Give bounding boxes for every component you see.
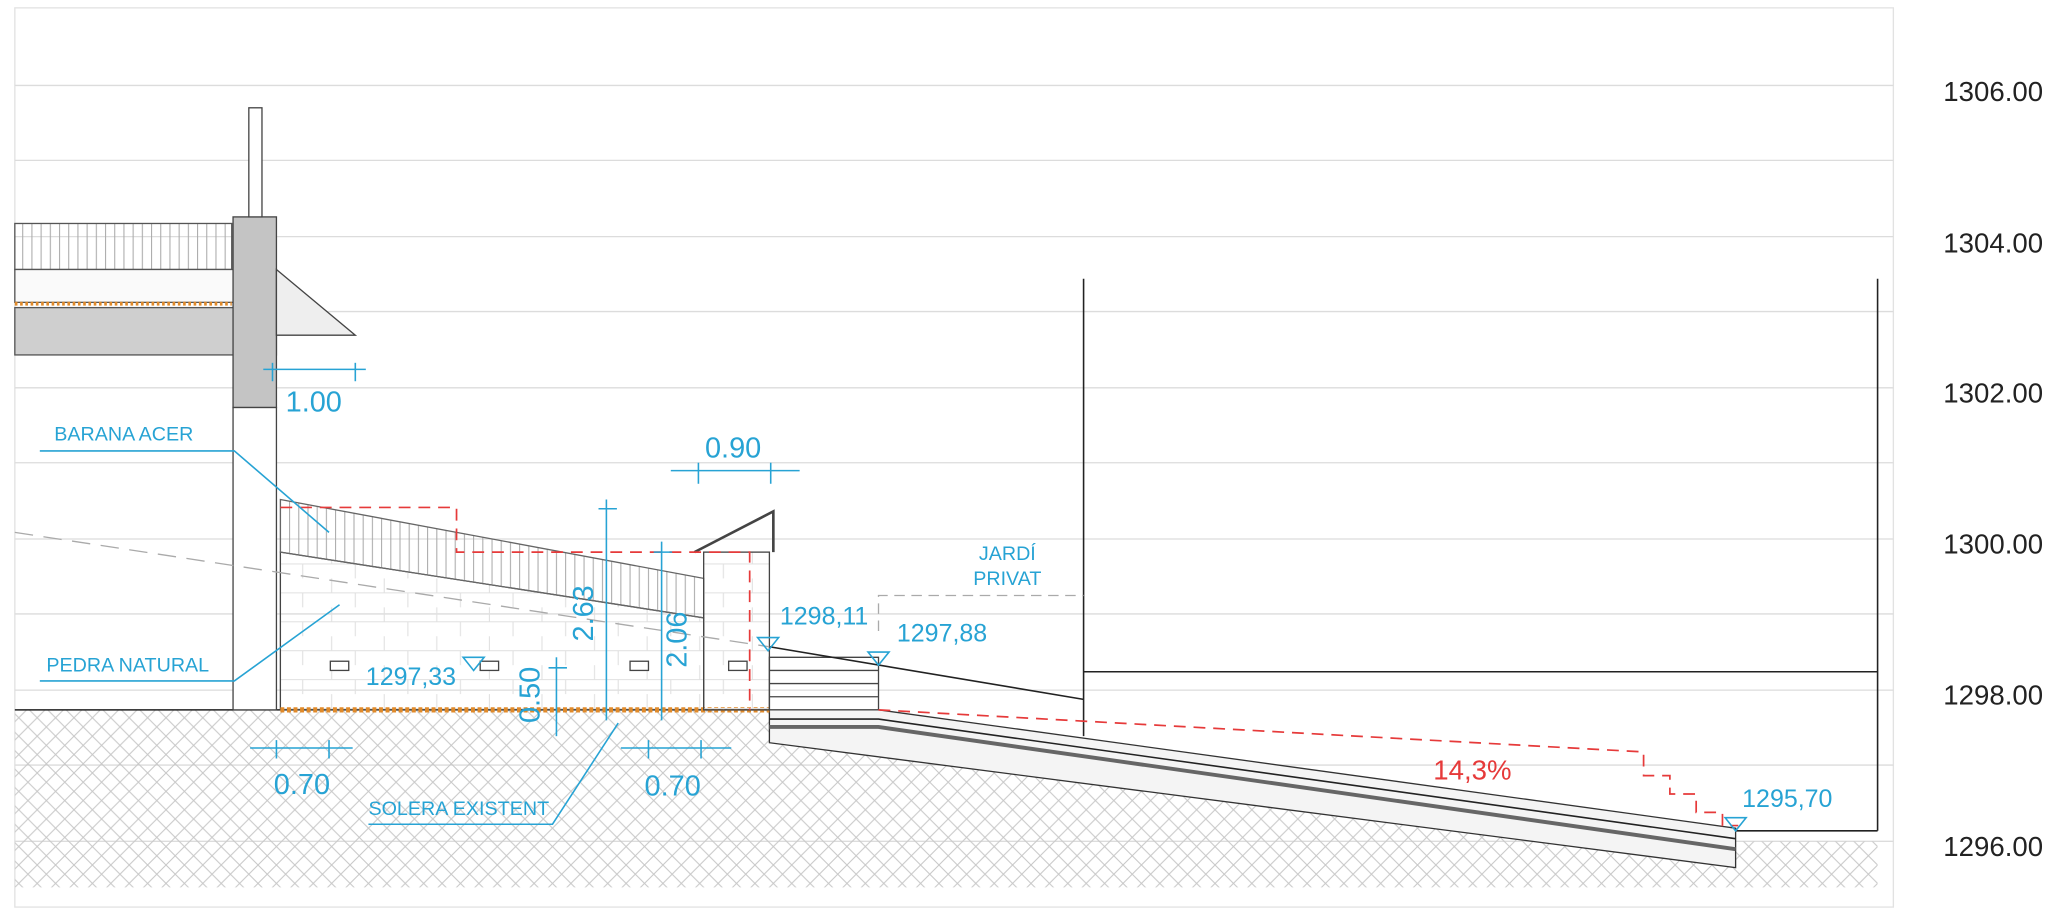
elevation-label: 1298.00 (1943, 680, 2043, 711)
terrain (14, 709, 1878, 888)
dimension: 2.63 (568, 585, 600, 641)
annotation: JARDÍ (979, 542, 1036, 565)
dimension: 0.70 (645, 770, 701, 802)
level: 1297,33 (366, 663, 456, 691)
neighbour-building (1082, 278, 1879, 831)
dimension-lines (39, 362, 1748, 833)
levels: 1297,33 1298,11 1297,88 1295,70 (366, 602, 1833, 813)
terrace-railing (14, 222, 233, 271)
pillar (703, 551, 771, 711)
level: 1295,70 (1742, 785, 1832, 813)
annotation: PEDRA NATURAL (46, 655, 209, 677)
regulation-line (280, 506, 751, 710)
ramp-layer (769, 718, 1736, 840)
dimension: 1.00 (286, 386, 342, 418)
annotation: PRIVAT (973, 568, 1041, 590)
column (232, 216, 278, 409)
elevation-label: 1302.00 (1943, 377, 2043, 408)
eave (275, 268, 358, 336)
slope-label: 14,3% (1433, 755, 1511, 786)
annotations: BARANA ACER PEDRA NATURAL SOLERA EXISTEN… (46, 423, 1041, 820)
elevation-label: 1304.00 (1943, 227, 2043, 258)
elevation-scale: 1306.00 1304.00 1302.00 1300.00 1298.00 … (1943, 76, 2043, 862)
dimension: 0.50 (514, 667, 546, 723)
stairs (768, 656, 880, 711)
ramp-layer (769, 724, 1736, 852)
elevation-label: 1300.00 (1943, 528, 2043, 559)
level: 1297,88 (897, 620, 987, 648)
dimension: 0.70 (274, 769, 330, 801)
terrain-line (769, 645, 1084, 701)
profile-line (14, 531, 770, 648)
regulation-line (878, 709, 1739, 827)
annotation: SOLERA EXISTENT (368, 798, 549, 820)
elevation-label: 1306.00 (1943, 76, 2043, 107)
annotation: BARANA ACER (54, 423, 193, 445)
dimension: 0.90 (705, 432, 761, 464)
dimension: 2.06 (662, 612, 694, 668)
level: 1298,11 (780, 602, 868, 630)
frame (14, 7, 1895, 908)
garden-outline (877, 594, 1084, 631)
elevation-label: 1296.00 (1943, 831, 2043, 862)
dimensions: 1.00 0.90 2.63 2.06 0.50 0.70 0.70 (274, 386, 761, 802)
chimney (248, 107, 263, 218)
pillar-roof (693, 509, 775, 554)
column (232, 406, 278, 711)
